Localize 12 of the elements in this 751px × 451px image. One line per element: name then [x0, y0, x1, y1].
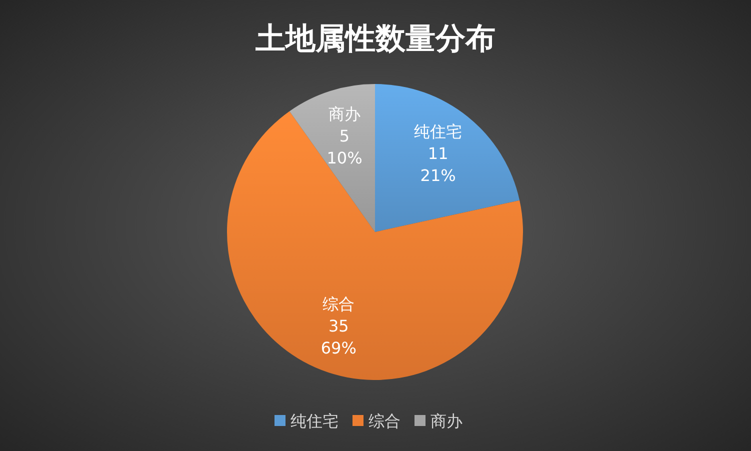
legend-label: 商办: [430, 412, 462, 431]
pie-slice: [289, 84, 375, 232]
slice-label: 纯住宅: [414, 122, 462, 142]
slice-label: 综合: [322, 294, 355, 314]
data-label: 11 21%: [420, 144, 456, 186]
legend-label: 综合: [368, 412, 400, 431]
data-label: 5 10%: [326, 126, 362, 168]
pie-slice: [375, 84, 520, 232]
legend-label: 纯住宅: [290, 412, 338, 431]
chart-title: 土地属性数量分布: [254, 22, 496, 56]
slice-label: 商办: [328, 104, 360, 124]
data-label: 35 69%: [320, 316, 356, 358]
